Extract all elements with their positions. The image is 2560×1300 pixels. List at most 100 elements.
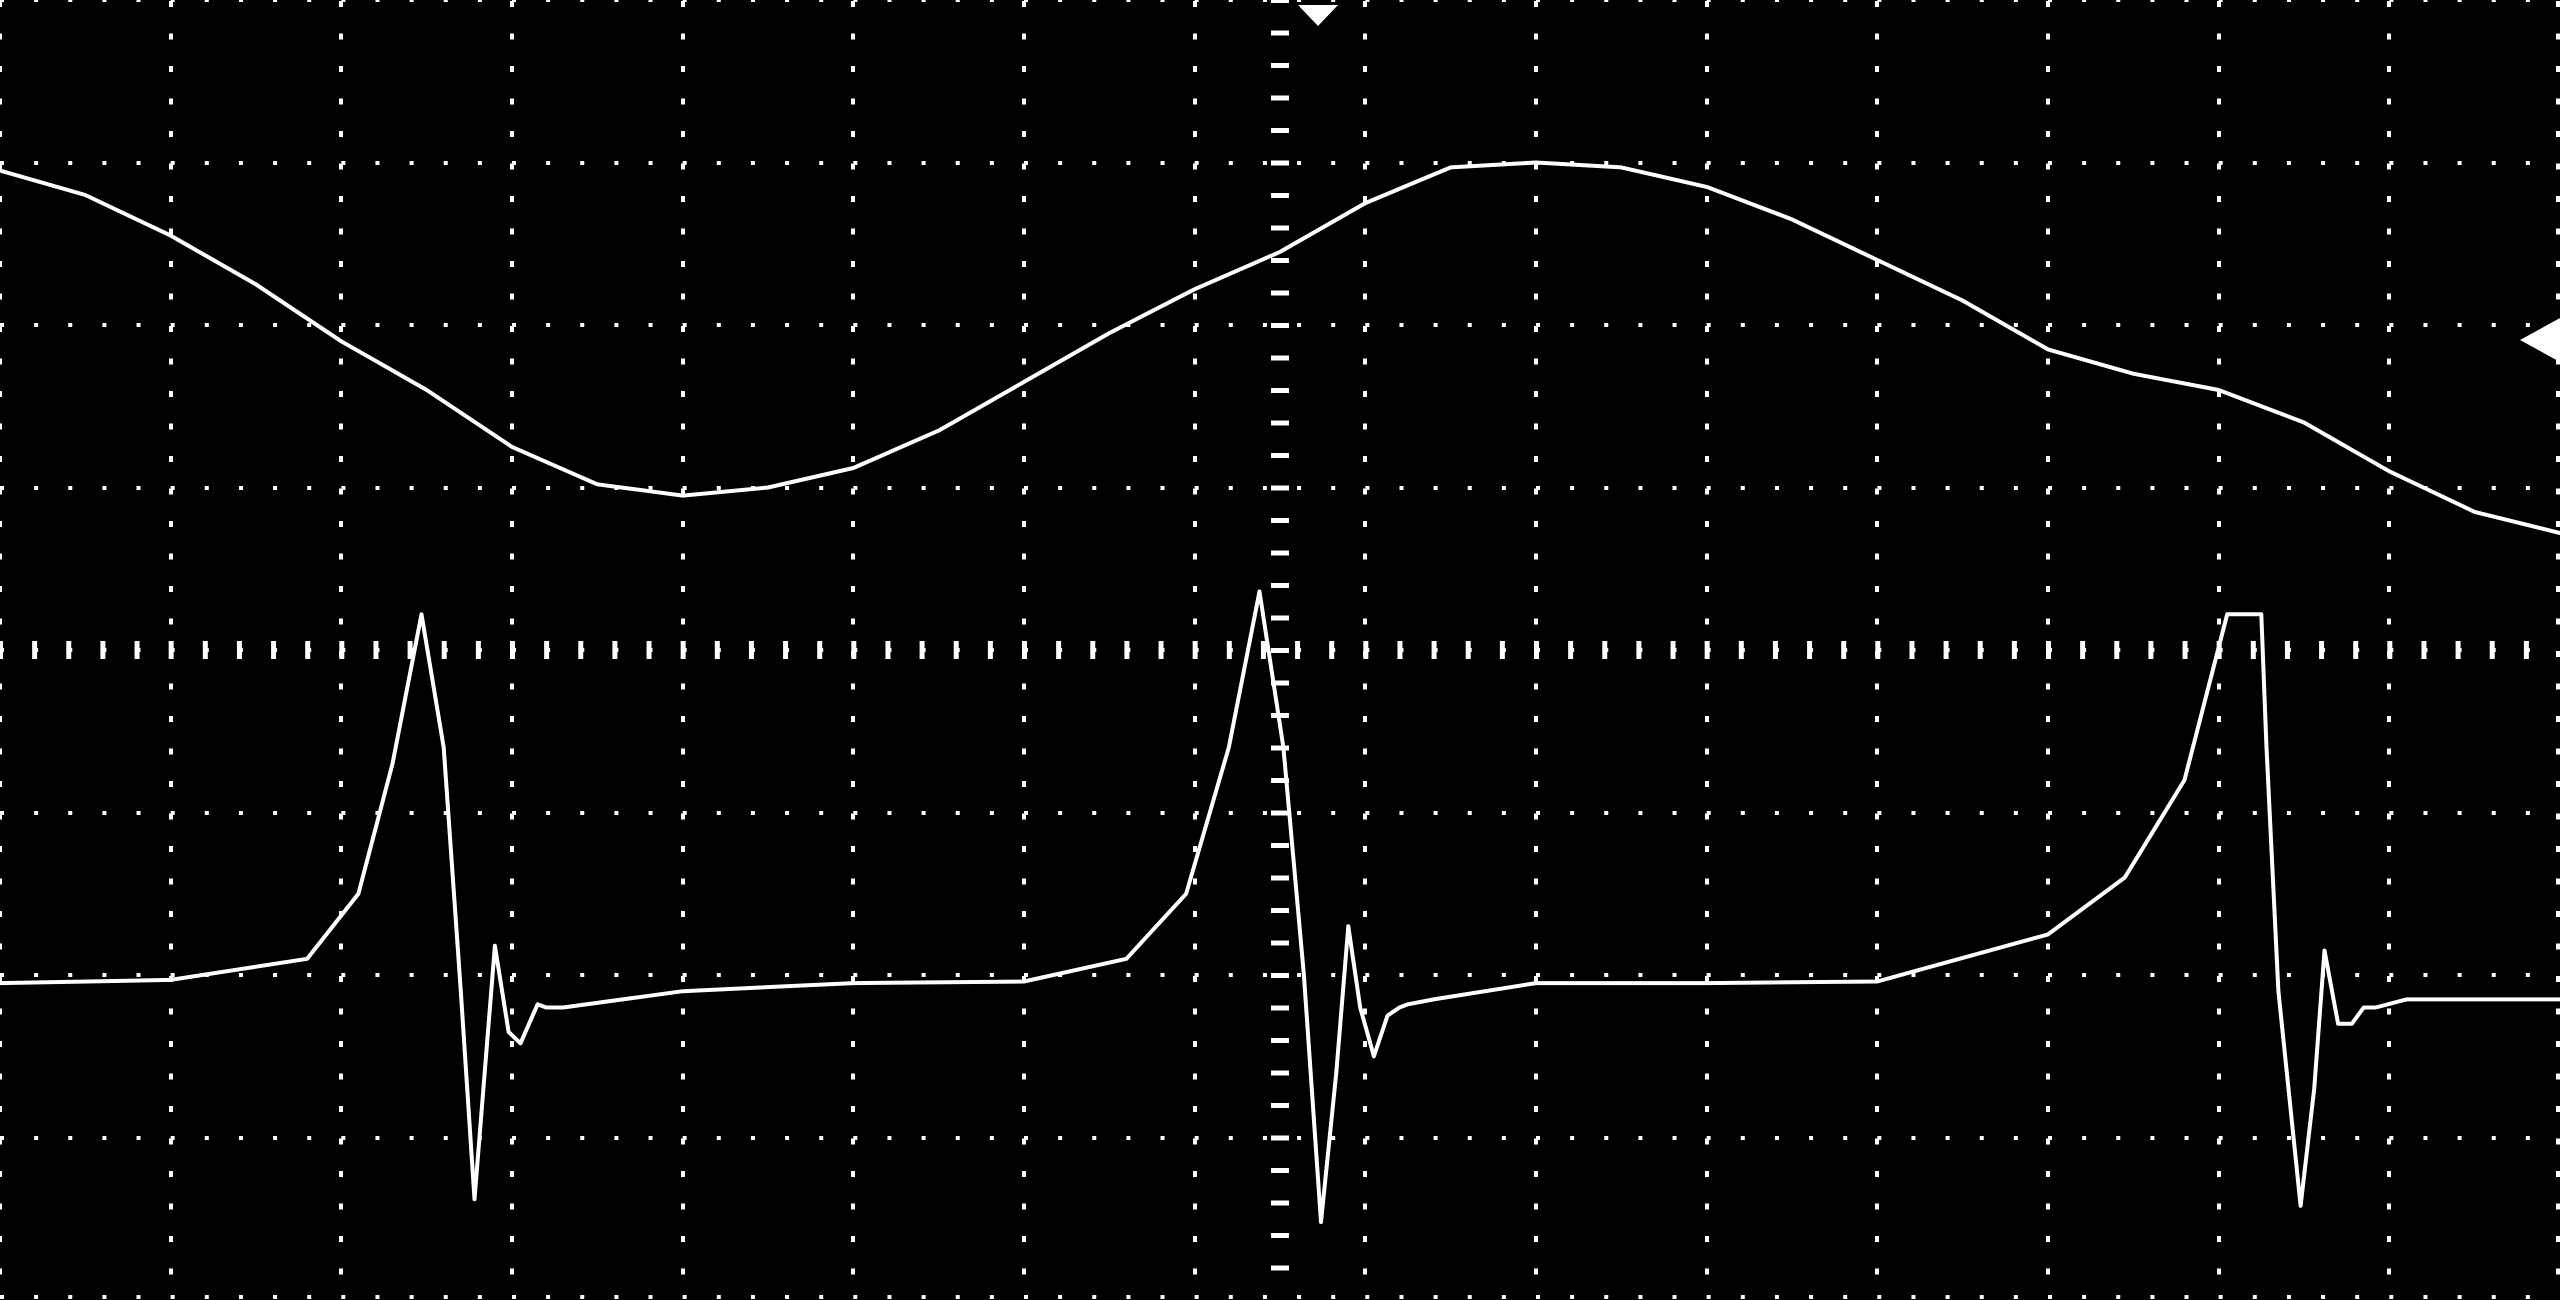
- grid-dot: [2321, 1136, 2326, 1140]
- grid-dot: [307, 323, 312, 327]
- grid-dot: [1604, 323, 1609, 327]
- grid-dot: [510, 748, 514, 755]
- horizontal-axis-tick: [1670, 641, 1676, 659]
- grid-dot: [169, 943, 173, 950]
- grid-dot: [1363, 1268, 1367, 1275]
- grid-dot: [1433, 486, 1438, 490]
- grid-dot: [0, 748, 2, 755]
- grid-dot: [1058, 486, 1063, 490]
- grid-dot: [409, 0, 414, 2]
- grid-dot: [1363, 196, 1367, 202]
- grid-dot: [682, 1295, 687, 1299]
- grid-dot: [238, 1295, 243, 1299]
- grid-dot: [339, 781, 343, 787]
- grid-dot: [1331, 161, 1336, 165]
- vertical-axis-tick: [1271, 63, 1289, 68]
- grid-dot: [1570, 811, 1575, 815]
- grid-dot: [750, 323, 755, 327]
- grid-dot: [1638, 1136, 1643, 1140]
- grid-dot: [1979, 1136, 1984, 1140]
- grid-dot: [169, 1106, 173, 1112]
- grid-dot: [1022, 456, 1026, 462]
- grid-dot: [2046, 521, 2050, 527]
- grid-dot: [339, 716, 343, 722]
- grid-dot: [1705, 163, 1709, 170]
- grid-dot: [2217, 1008, 2221, 1015]
- grid-dot: [2184, 1295, 2189, 1299]
- grid-dot: [2387, 1, 2391, 7]
- grid-dot: [169, 98, 173, 105]
- horizontal-axis-tick: [1124, 641, 1130, 659]
- grid-dot: [1706, 323, 1711, 327]
- grid-dot: [0, 131, 2, 137]
- grid-dot: [512, 0, 516, 2]
- grid-dot: [169, 358, 173, 365]
- grid-dot: [510, 976, 514, 982]
- grid-dot: [2556, 553, 2560, 560]
- grid-dot: [989, 1295, 994, 1299]
- grid-dot: [1092, 811, 1097, 815]
- grid-dot: [341, 811, 346, 815]
- grid-dot: [1058, 161, 1063, 165]
- horizontal-axis-tick: [236, 641, 242, 659]
- grid-dot: [2387, 781, 2391, 787]
- grid-dot: [681, 878, 685, 885]
- grid-dot: [1022, 1106, 1026, 1112]
- grid-dot: [204, 323, 209, 327]
- grid-dot: [1534, 261, 1538, 267]
- grid-dot: [1877, 973, 1882, 977]
- grid-dot: [1705, 326, 1709, 332]
- grid-dot: [716, 323, 721, 327]
- grid-dot: [2387, 228, 2391, 235]
- grid-dot: [2286, 811, 2291, 815]
- grid-dot: [2048, 0, 2052, 2]
- grid-dot: [409, 811, 414, 815]
- grid-dot: [169, 196, 173, 202]
- grid-dot: [2217, 391, 2221, 397]
- grid-dot: [921, 323, 926, 327]
- grid-dot: [2184, 486, 2189, 490]
- grid-dot: [682, 811, 687, 815]
- grid-dot: [169, 748, 173, 755]
- grid-dot: [0, 1295, 4, 1299]
- grid-dot: [681, 358, 685, 365]
- grid-dot: [1022, 1268, 1026, 1275]
- grid-dot: [1363, 813, 1367, 820]
- grid-dot: [1945, 973, 1950, 977]
- grid-dot: [681, 293, 685, 300]
- grid-dot: [1877, 161, 1882, 165]
- grid-dot: [0, 1, 2, 7]
- grid-dot: [2013, 0, 2018, 2]
- grid-dot: [339, 618, 343, 625]
- grid-dot: [2556, 1203, 2560, 1210]
- grid-dot: [1193, 976, 1197, 982]
- grid-dot: [510, 943, 514, 950]
- grid-dot: [1024, 811, 1028, 815]
- grid-dot: [1774, 323, 1779, 327]
- grid-dot: [2321, 0, 2326, 2]
- grid-dot: [102, 0, 107, 2]
- grid-dot: [2423, 1295, 2428, 1299]
- grid-dot: [0, 846, 2, 852]
- grid-dot: [1534, 1138, 1538, 1145]
- grid-dot: [238, 0, 243, 2]
- grid-dot: [1365, 486, 1370, 490]
- grid-dot: [1433, 323, 1438, 327]
- grid-dot: [341, 0, 346, 2]
- grid-dot: [1365, 0, 1370, 2]
- grid-dot: [1534, 423, 1538, 430]
- grid-dot: [1193, 586, 1197, 592]
- grid-dot: [2013, 1136, 2018, 1140]
- grid-dot: [510, 1268, 514, 1275]
- grid-dot: [1433, 0, 1438, 2]
- grid-dot: [1534, 228, 1538, 235]
- grid-dot: [1024, 973, 1028, 977]
- grid-dot: [0, 0, 4, 2]
- grid-dot: [2046, 293, 2050, 300]
- grid-dot: [1363, 943, 1367, 950]
- grid-dot: [1672, 1136, 1677, 1140]
- grid-dot: [204, 811, 209, 815]
- grid-dot: [339, 1008, 343, 1015]
- vertical-axis-tick: [1271, 485, 1289, 491]
- grid-dot: [1945, 1136, 1950, 1140]
